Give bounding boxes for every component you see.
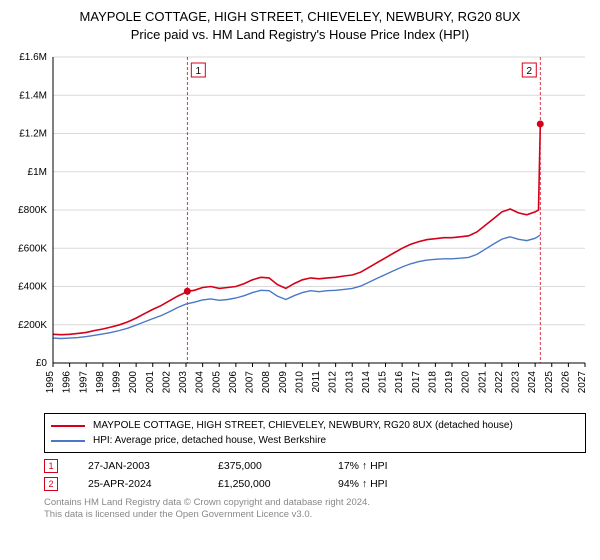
- svg-text:1996: 1996: [62, 371, 73, 394]
- svg-text:2010: 2010: [294, 371, 305, 394]
- svg-text:1997: 1997: [78, 371, 89, 394]
- svg-text:£400K: £400K: [18, 282, 47, 293]
- legend-label-property: MAYPOLE COTTAGE, HIGH STREET, CHIEVELEY,…: [93, 418, 513, 433]
- svg-text:£600K: £600K: [18, 243, 47, 254]
- svg-text:2011: 2011: [311, 371, 322, 393]
- svg-text:2004: 2004: [195, 371, 206, 394]
- footnote-line2: This data is licensed under the Open Gov…: [44, 509, 586, 521]
- svg-text:2014: 2014: [361, 371, 372, 394]
- svg-text:2001: 2001: [145, 371, 156, 394]
- sale-marker-2-num: 2: [48, 479, 53, 489]
- legend: MAYPOLE COTTAGE, HIGH STREET, CHIEVELEY,…: [44, 413, 586, 453]
- svg-text:2020: 2020: [461, 371, 472, 394]
- svg-text:£1.6M: £1.6M: [19, 52, 47, 63]
- sale-date: 25-APR-2024: [88, 478, 188, 490]
- title-block: MAYPOLE COTTAGE, HIGH STREET, CHIEVELEY,…: [0, 0, 600, 47]
- svg-text:2021: 2021: [477, 371, 488, 394]
- svg-text:£1M: £1M: [28, 167, 47, 178]
- sale-pct: 17% ↑ HPI: [338, 460, 448, 472]
- svg-text:2012: 2012: [328, 371, 339, 394]
- svg-text:2017: 2017: [411, 371, 422, 394]
- svg-text:£1.2M: £1.2M: [19, 129, 47, 140]
- svg-text:2015: 2015: [378, 371, 389, 394]
- svg-text:2019: 2019: [444, 371, 455, 394]
- chart: £0 £200K £400K £600K £800K £1M £1.2M £1.4M £1.6M…: [5, 47, 595, 407]
- chart-container: MAYPOLE COTTAGE, HIGH STREET, CHIEVELEY,…: [0, 0, 600, 522]
- svg-text:2018: 2018: [427, 371, 438, 394]
- svg-text:£800K: £800K: [18, 205, 47, 216]
- svg-text:2006: 2006: [228, 371, 239, 394]
- title-subtitle: Price paid vs. HM Land Registry's House …: [8, 26, 592, 44]
- sale-price: £1,250,000: [218, 478, 308, 490]
- sale-pct: 94% ↑ HPI: [338, 478, 448, 490]
- footnote: Contains HM Land Registry data © Crown c…: [44, 497, 586, 522]
- svg-text:2: 2: [526, 66, 532, 77]
- svg-text:2007: 2007: [245, 371, 256, 394]
- svg-text:2026: 2026: [560, 371, 571, 394]
- footnote-line1: Contains HM Land Registry data © Crown c…: [44, 497, 586, 509]
- svg-text:£0: £0: [36, 358, 48, 369]
- title-address: MAYPOLE COTTAGE, HIGH STREET, CHIEVELEY,…: [8, 8, 592, 26]
- svg-text:1: 1: [196, 66, 202, 77]
- svg-text:1999: 1999: [112, 371, 123, 394]
- svg-text:2000: 2000: [128, 371, 139, 394]
- sale-marker-1: 1: [44, 459, 58, 473]
- sale-marker-2: 2: [44, 477, 58, 491]
- legend-swatch-property: [51, 425, 85, 427]
- svg-text:£1.4M: £1.4M: [19, 90, 47, 101]
- svg-text:2024: 2024: [527, 371, 538, 394]
- svg-text:2005: 2005: [211, 371, 222, 394]
- svg-text:1998: 1998: [95, 371, 106, 394]
- sales-row: 2 25-APR-2024 £1,250,000 94% ↑ HPI: [44, 477, 586, 491]
- svg-text:2009: 2009: [278, 371, 289, 394]
- svg-text:2013: 2013: [344, 371, 355, 394]
- svg-text:2025: 2025: [544, 371, 555, 394]
- svg-text:2027: 2027: [577, 371, 588, 394]
- legend-row-property: MAYPOLE COTTAGE, HIGH STREET, CHIEVELEY,…: [51, 418, 579, 433]
- svg-text:2023: 2023: [511, 371, 522, 394]
- legend-row-hpi: HPI: Average price, detached house, West…: [51, 433, 579, 448]
- chart-svg: £0 £200K £400K £600K £800K £1M £1.2M £1.4M £1.6M…: [5, 47, 595, 407]
- svg-text:1995: 1995: [45, 371, 56, 394]
- sale-date: 27-JAN-2003: [88, 460, 188, 472]
- sales-row: 1 27-JAN-2003 £375,000 17% ↑ HPI: [44, 459, 586, 473]
- svg-text:2022: 2022: [494, 371, 505, 394]
- svg-text:2003: 2003: [178, 371, 189, 394]
- svg-text:£200K: £200K: [18, 320, 47, 331]
- legend-label-hpi: HPI: Average price, detached house, West…: [93, 433, 326, 448]
- svg-text:2008: 2008: [261, 371, 272, 394]
- sales-table: 1 27-JAN-2003 £375,000 17% ↑ HPI 2 25-AP…: [44, 459, 586, 491]
- legend-swatch-hpi: [51, 440, 85, 442]
- svg-text:2002: 2002: [161, 371, 172, 394]
- sale-price: £375,000: [218, 460, 308, 472]
- sale-marker-1-num: 1: [48, 461, 53, 471]
- svg-text:2016: 2016: [394, 371, 405, 394]
